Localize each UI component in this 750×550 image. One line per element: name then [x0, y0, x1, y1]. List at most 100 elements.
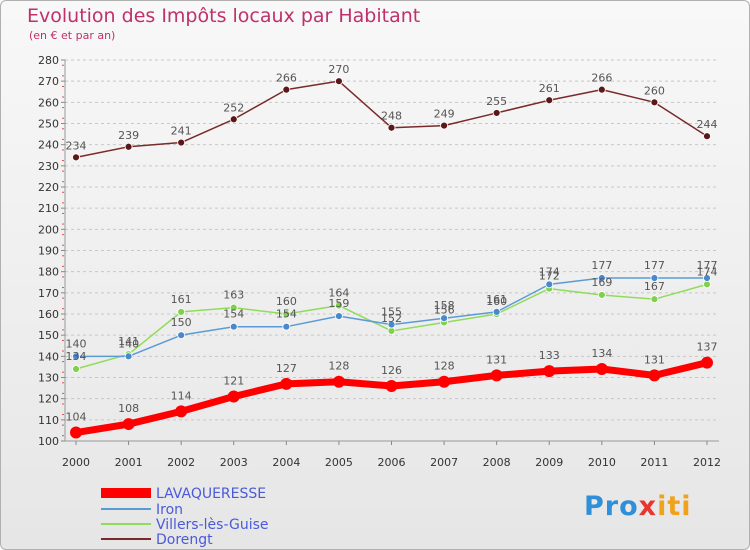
y-tick-label: 120	[38, 393, 59, 406]
legend-label: LAVAQUERESSE	[156, 486, 266, 502]
series-iron	[72, 274, 711, 361]
data-point	[650, 274, 659, 282]
data-point	[438, 375, 451, 388]
data-label: 249	[434, 108, 455, 121]
data-point	[229, 322, 238, 331]
data-label: 137	[697, 341, 718, 354]
x-tick-label: 2002	[167, 456, 195, 469]
grid	[65, 59, 719, 442]
data-point	[72, 365, 80, 373]
data-label: 128	[434, 360, 455, 373]
data-label: 128	[328, 360, 349, 373]
data-point	[650, 295, 659, 304]
data-label: 174	[697, 265, 718, 278]
data-label: 270	[328, 63, 349, 76]
y-tick-label: 140	[38, 350, 59, 363]
x-tick-label: 2009	[535, 456, 563, 469]
data-label: 131	[644, 353, 665, 366]
x-tick-label: 2005	[325, 456, 353, 469]
data-label: 104	[66, 411, 87, 424]
chart-subtitle: (en € et par an)	[29, 29, 116, 42]
y-tick-label: 150	[38, 329, 59, 342]
logo-part-x: x	[638, 491, 658, 522]
y-tick-label: 130	[38, 372, 59, 385]
data-point	[332, 375, 345, 388]
y-tick-label: 180	[38, 266, 59, 279]
data-point	[490, 369, 503, 382]
data-point	[282, 310, 291, 318]
data-point	[177, 307, 186, 316]
legend-item: Dorengt	[101, 532, 213, 548]
data-label: 260	[644, 84, 665, 97]
data-label: 244	[697, 118, 718, 131]
y-tick-label: 270	[38, 75, 59, 88]
y-tick-label: 240	[38, 139, 59, 152]
data-label: 152	[381, 312, 402, 325]
x-tick-label: 2011	[640, 456, 668, 469]
data-point	[648, 369, 661, 382]
data-label: 239	[118, 129, 139, 142]
series-group: 234 239 241 252 266 270 248 249 255 261 266 260 244 1…	[66, 63, 718, 439]
y-tick-label: 110	[38, 414, 59, 427]
x-tick-label: 2008	[483, 456, 511, 469]
data-point	[387, 320, 396, 329]
proxiti-logo: Proxiti	[584, 491, 692, 522]
data-label: 172	[539, 270, 560, 283]
data-point	[280, 377, 293, 390]
data-point	[124, 352, 133, 361]
data-label: 154	[223, 308, 244, 321]
data-point	[122, 418, 135, 431]
data-point	[545, 280, 554, 289]
legend-item: Villers-lès-Guise	[101, 517, 269, 533]
data-label: 140	[66, 337, 87, 350]
data-point	[70, 426, 82, 439]
y-tick-label: 170	[38, 287, 59, 300]
data-point	[597, 274, 606, 282]
y-tick-label: 160	[38, 308, 59, 321]
legend-label: Dorengt	[156, 532, 213, 548]
data-label: 108	[118, 402, 139, 415]
data-point	[597, 85, 606, 94]
data-point	[177, 138, 186, 147]
y-tick-label: 280	[38, 54, 59, 67]
data-label: 177	[644, 259, 665, 272]
x-tick-label: 2012	[693, 456, 721, 469]
data-point	[440, 121, 448, 130]
data-label: 150	[171, 316, 192, 329]
legend-label: Iron	[156, 502, 183, 518]
data-label: 161	[486, 293, 507, 306]
data-point	[387, 123, 396, 132]
logo-part-pro: Pro	[584, 491, 639, 522]
data-label: 155	[381, 306, 402, 319]
data-label: 160	[276, 295, 297, 308]
data-label: 234	[66, 139, 87, 152]
x-tick-label: 2000	[62, 456, 90, 469]
data-label: 248	[381, 110, 402, 123]
data-point	[385, 379, 398, 392]
data-point	[177, 331, 186, 340]
legend-label: Villers-lès-Guise	[156, 517, 269, 533]
data-label: 252	[223, 101, 244, 114]
data-label: 126	[381, 364, 402, 377]
data-label: 114	[171, 389, 192, 402]
data-point	[335, 312, 343, 321]
data-label: 177	[591, 259, 612, 272]
data-point	[229, 115, 238, 124]
data-point	[492, 109, 501, 117]
data-point	[72, 352, 80, 361]
data-label: 134	[66, 350, 87, 363]
data-point	[701, 356, 713, 369]
data-label: 255	[486, 95, 507, 108]
data-point	[282, 322, 291, 331]
y-tick-label: 210	[38, 202, 59, 215]
data-label: 133	[539, 349, 560, 362]
data-point	[124, 142, 133, 151]
data-label: 159	[328, 297, 349, 310]
data-point	[597, 291, 606, 299]
chart-title: Evolution des Impôts locaux par Habitant	[27, 5, 421, 27]
data-point	[229, 303, 238, 312]
data-point	[175, 405, 188, 418]
